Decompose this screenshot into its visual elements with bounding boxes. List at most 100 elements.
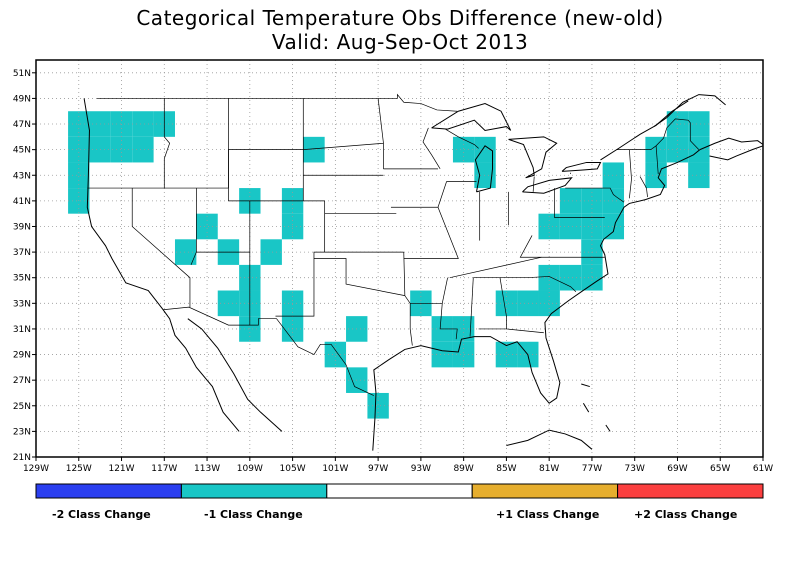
state-boundary (639, 176, 648, 198)
lon-tick-label: 105W (280, 464, 306, 474)
state-boundary (163, 98, 171, 189)
map-cell (688, 162, 710, 189)
state-boundary (478, 277, 507, 330)
map-cell (538, 290, 560, 317)
map-cell (196, 213, 218, 240)
legend-swatch (180, 483, 328, 499)
lat-tick-label: 39N (13, 222, 31, 232)
lat-tick-label: 49N (13, 94, 31, 104)
state-boundary (519, 235, 605, 258)
coastline (653, 94, 726, 128)
state-boundary (131, 188, 191, 308)
state-boundary (629, 149, 632, 199)
coastline (582, 402, 590, 413)
map-cell (688, 111, 710, 137)
lon-tick-label: 65W (710, 464, 730, 474)
lat-tick-label: 21N (13, 453, 31, 463)
state-boundary (506, 328, 544, 334)
lon-tick-label: 121W (108, 464, 134, 474)
state-boundary (445, 128, 479, 149)
state-boundary (565, 187, 625, 203)
coastline (508, 136, 558, 179)
lon-tick-label: 81W (539, 464, 559, 474)
coastline (699, 137, 764, 151)
legend-swatch (471, 483, 619, 499)
lon-tick-label: 89W (453, 464, 473, 474)
lon-tick-label: 61W (753, 464, 773, 474)
lat-tick-label: 33N (13, 299, 31, 309)
coastline (709, 145, 764, 161)
plot-frame (35, 59, 764, 458)
lon-tick-label: 129W (23, 464, 49, 474)
map-cell (602, 188, 625, 214)
state-boundary (190, 251, 197, 266)
lon-tick-label: 77W (582, 464, 602, 474)
state-boundary (390, 206, 459, 259)
state-boundary (449, 256, 542, 279)
map-cell (367, 392, 389, 419)
lat-tick-label: 23N (13, 427, 31, 437)
map-cell (538, 213, 560, 240)
coastline (600, 100, 689, 161)
lon-tick-label: 69W (667, 464, 687, 474)
state-boundary (655, 145, 659, 175)
lon-tick-label: 73W (625, 464, 645, 474)
legend-label-minus2: -2 Class Change (52, 508, 151, 521)
map-cell (324, 341, 347, 368)
state-boundary (554, 188, 605, 218)
lat-tick-label: 37N (13, 248, 31, 258)
lat-tick-label: 35N (13, 274, 31, 284)
state-boundary (473, 276, 577, 293)
map-cell (602, 162, 625, 189)
map-cell (581, 264, 603, 291)
map-cell (260, 239, 282, 265)
map-cell (495, 341, 518, 368)
coastline (581, 383, 590, 388)
map-cell (666, 136, 689, 163)
map-cell (581, 213, 603, 240)
state-boundary (616, 118, 700, 150)
map-cell (68, 162, 90, 189)
coastline (561, 161, 602, 172)
coastline (474, 145, 494, 193)
lon-tick-label: 93W (411, 464, 431, 474)
chart-title: Categorical Temperature Obs Difference (… (136, 6, 664, 30)
state-boundary (313, 258, 405, 296)
coastline (372, 149, 701, 451)
lon-tick-label: 101W (322, 464, 348, 474)
state-boundary (196, 188, 251, 326)
lon-tick-label: 85W (496, 464, 516, 474)
coastline (83, 98, 240, 432)
state-boundary (96, 93, 458, 112)
map-cell (452, 136, 475, 163)
lat-tick-label: 41N (13, 197, 31, 207)
map-cell (538, 264, 560, 291)
coastline (506, 429, 593, 450)
map-cell (174, 239, 197, 265)
legend-label-minus1: -1 Class Change (204, 508, 303, 521)
lon-tick-label: 125W (66, 464, 92, 474)
state-boundary (228, 200, 326, 317)
legend-label-plus1: +1 Class Change (496, 508, 600, 521)
map-cell (132, 136, 154, 163)
lat-tick-label: 43N (13, 171, 31, 181)
lat-tick-label: 51N (13, 69, 31, 79)
map-cell (517, 290, 539, 317)
lat-tick-label: 45N (13, 146, 31, 156)
coastline (522, 177, 573, 194)
lat-tick-label: 29N (13, 351, 31, 361)
map-cell (474, 136, 496, 163)
lat-tick-label: 31N (13, 325, 31, 335)
map-cell (495, 290, 518, 317)
lon-tick-label: 109W (237, 464, 263, 474)
coastline (187, 318, 283, 432)
legend-swatch (326, 483, 473, 499)
lat-tick-label: 47N (13, 120, 31, 130)
legend-label-plus2: +2 Class Change (634, 508, 738, 521)
lat-tick-label: 25N (13, 402, 31, 412)
map-cell (303, 136, 325, 163)
map-cell (110, 136, 133, 163)
state-boundary (163, 306, 374, 396)
lon-tick-label: 117W (151, 464, 177, 474)
